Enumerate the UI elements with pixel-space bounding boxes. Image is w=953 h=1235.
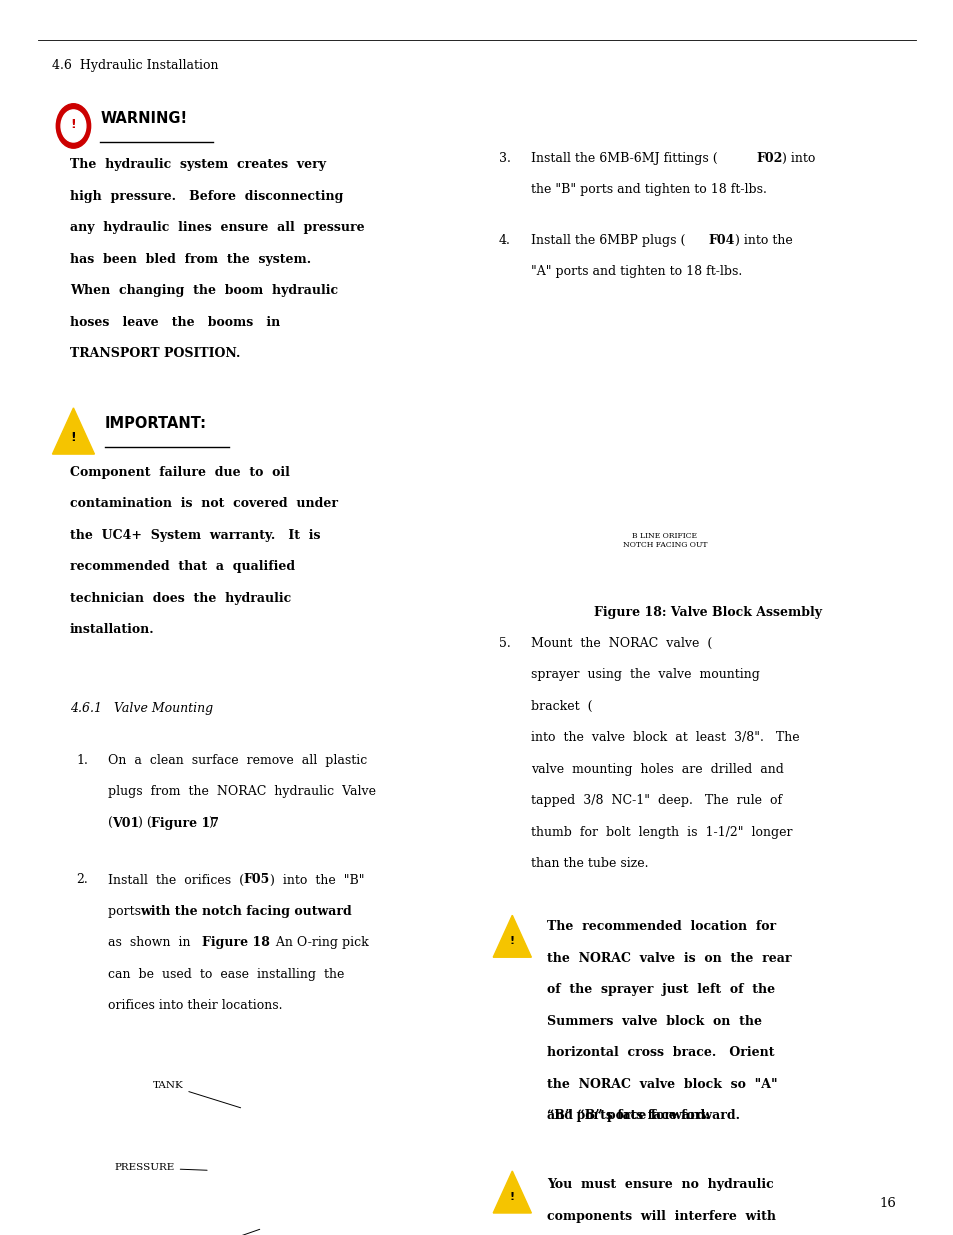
Text: F05: F05 [243, 873, 270, 887]
Text: ports: ports [108, 905, 149, 918]
Text: Install the 6MBP plugs (: Install the 6MBP plugs ( [531, 233, 685, 247]
Text: 1.: 1. [76, 753, 88, 767]
Text: You  must  ensure  no  hydraulic: You must ensure no hydraulic [546, 1178, 773, 1192]
Text: !: ! [71, 119, 76, 131]
Text: of  the  sprayer  just  left  of  the: of the sprayer just left of the [546, 983, 774, 997]
Text: (: ( [108, 816, 112, 830]
Text: the  NORAC  valve  is  on  the  rear: the NORAC valve is on the rear [546, 952, 790, 965]
Text: as  shown  in: as shown in [108, 936, 198, 950]
Text: valve  mounting  holes  are  drilled  and: valve mounting holes are drilled and [531, 763, 783, 776]
Text: horizontal  cross  brace.   Orient: horizontal cross brace. Orient [546, 1046, 773, 1060]
Text: ) into: ) into [781, 152, 815, 165]
Circle shape [61, 110, 86, 142]
Text: )  into  the  "B": ) into the "B" [270, 873, 364, 887]
Text: Figure 18: Valve Block Assembly: Figure 18: Valve Block Assembly [594, 606, 821, 619]
Text: V01: V01 [112, 816, 140, 830]
Text: “B” ports face forward.: “B” ports face forward. [546, 1109, 708, 1123]
Text: 16: 16 [879, 1197, 896, 1210]
Text: sprayer  using  the  valve  mounting: sprayer using the valve mounting [531, 668, 760, 682]
Text: recommended  that  a  qualified: recommended that a qualified [70, 561, 294, 573]
Text: Install  the  orifices  (: Install the orifices ( [108, 873, 244, 887]
Text: 4.: 4. [498, 233, 510, 247]
Text: has  been  bled  from  the  system.: has been bled from the system. [70, 253, 311, 266]
Text: ).: ). [208, 816, 216, 830]
Text: technician  does  the  hydraulic: technician does the hydraulic [70, 592, 291, 605]
Text: PRESSURE: PRESSURE [114, 1163, 207, 1172]
Text: 2.: 2. [76, 873, 88, 887]
Text: Install the 6MB-6MJ fittings (: Install the 6MB-6MJ fittings ( [531, 152, 718, 165]
Polygon shape [52, 408, 94, 454]
Text: B LINE ORIFICE
NOTCH FACING OUT: B LINE ORIFICE NOTCH FACING OUT [622, 532, 706, 550]
Text: 4.6  Hydraulic Installation: 4.6 Hydraulic Installation [52, 59, 219, 73]
Polygon shape [493, 1171, 531, 1213]
Circle shape [56, 104, 91, 148]
Text: orifices into their locations.: orifices into their locations. [108, 999, 282, 1013]
Text: When  changing  the  boom  hydraulic: When changing the boom hydraulic [70, 284, 337, 298]
Text: On  a  clean  surface  remove  all  plastic: On a clean surface remove all plastic [108, 753, 367, 767]
Text: and “B” ports face forward.: and “B” ports face forward. [546, 1109, 739, 1123]
Text: F04: F04 [708, 233, 735, 247]
Text: hoses   leave   the   booms   in: hoses leave the booms in [70, 316, 279, 329]
Text: F02: F02 [756, 152, 782, 165]
Text: Mount  the  NORAC  valve  (: Mount the NORAC valve ( [531, 637, 712, 650]
Text: !: ! [509, 1192, 515, 1202]
Text: Summers  valve  block  on  the: Summers valve block on the [546, 1015, 760, 1028]
Text: WARNING!: WARNING! [100, 111, 187, 126]
Text: ) (: ) ( [138, 816, 152, 830]
Text: LOAD SENSE: LOAD SENSE [162, 1229, 259, 1235]
Text: plugs  from  the  NORAC  hydraulic  Valve: plugs from the NORAC hydraulic Valve [108, 785, 375, 798]
Text: .  An O-ring pick: . An O-ring pick [264, 936, 369, 950]
Text: any  hydraulic  lines  ensure  all  pressure: any hydraulic lines ensure all pressure [70, 221, 364, 235]
Text: The  hydraulic  system  creates  very: The hydraulic system creates very [70, 158, 325, 172]
Text: !: ! [509, 936, 515, 946]
Text: contamination  is  not  covered  under: contamination is not covered under [70, 498, 337, 510]
Text: components  will  interfere  with: components will interfere with [546, 1210, 775, 1223]
Text: with the notch facing outward: with the notch facing outward [140, 905, 352, 918]
Text: !: ! [71, 431, 76, 443]
Text: the  UC4+  System  warranty.   It  is: the UC4+ System warranty. It is [70, 529, 320, 542]
Text: 5.: 5. [498, 637, 510, 650]
Text: installation.: installation. [70, 624, 154, 636]
Text: tapped  3/8  NC-1"  deep.   The  rule  of: tapped 3/8 NC-1" deep. The rule of [531, 794, 781, 808]
Text: high  pressure.   Before  disconnecting: high pressure. Before disconnecting [70, 190, 343, 203]
Text: thumb  for  bolt  length  is  1-1/2"  longer: thumb for bolt length is 1-1/2" longer [531, 826, 792, 839]
Text: ) into the: ) into the [734, 233, 792, 247]
Text: 3.: 3. [498, 152, 510, 165]
Text: TANK: TANK [152, 1081, 240, 1108]
Text: than the tube size.: than the tube size. [531, 857, 648, 871]
Text: Component  failure  due  to  oil: Component failure due to oil [70, 466, 289, 479]
Text: the "B" ports and tighten to 18 ft-lbs.: the "B" ports and tighten to 18 ft-lbs. [531, 184, 766, 196]
Text: "A" ports and tighten to 18 ft-lbs.: "A" ports and tighten to 18 ft-lbs. [531, 266, 741, 278]
Text: TRANSPORT POSITION.: TRANSPORT POSITION. [70, 347, 240, 361]
Text: bracket  (: bracket ( [531, 700, 593, 713]
Polygon shape [493, 915, 531, 957]
Text: into  the  valve  block  at  least  3/8".   The: into the valve block at least 3/8". The [531, 731, 800, 745]
Text: can  be  used  to  ease  installing  the: can be used to ease installing the [108, 968, 344, 981]
Text: Figure 18: Figure 18 [202, 936, 270, 950]
Text: The  recommended  location  for: The recommended location for [546, 920, 775, 934]
Text: Figure 17: Figure 17 [151, 816, 218, 830]
Text: IMPORTANT:: IMPORTANT: [105, 416, 207, 431]
Text: 4.6.1   Valve Mounting: 4.6.1 Valve Mounting [70, 701, 213, 715]
Text: the  NORAC  valve  block  so  "A": the NORAC valve block so "A" [546, 1078, 777, 1091]
